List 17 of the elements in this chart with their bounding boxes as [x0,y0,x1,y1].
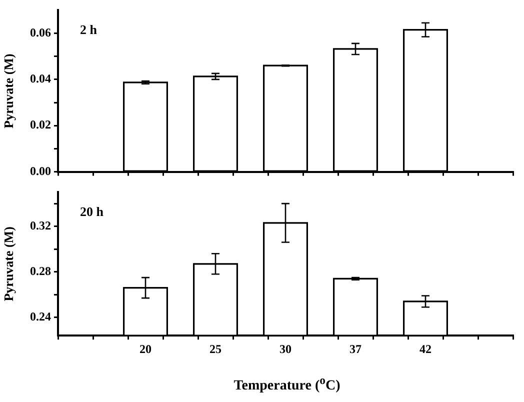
y-tick-label: 0.02 [30,118,51,132]
y-axis-title: Pyruvate (M) [1,54,16,128]
y-tick-label: 0.24 [30,309,51,324]
y-tick-label: 0.28 [30,264,51,278]
annotation: 2 h [80,22,98,38]
y-axis-title: Pyruvate (M) [1,226,16,302]
x-axis-title: Temperature ($^{o}$C) [232,374,342,395]
x-tick-label: 30 [280,342,292,356]
annotation: 20 h [80,204,104,220]
x-tick-label: 37 [350,342,362,356]
y-tick-label: 0.00 [30,164,51,178]
y-tick-label: 0.32 [30,218,51,232]
x-tick-label: 25 [210,342,222,356]
y-tick-label: 0.04 [30,72,51,86]
x-tick-label: 20 [140,342,152,356]
y-tick-label: 0.06 [30,25,51,40]
x-tick-label: 42 [420,342,432,356]
